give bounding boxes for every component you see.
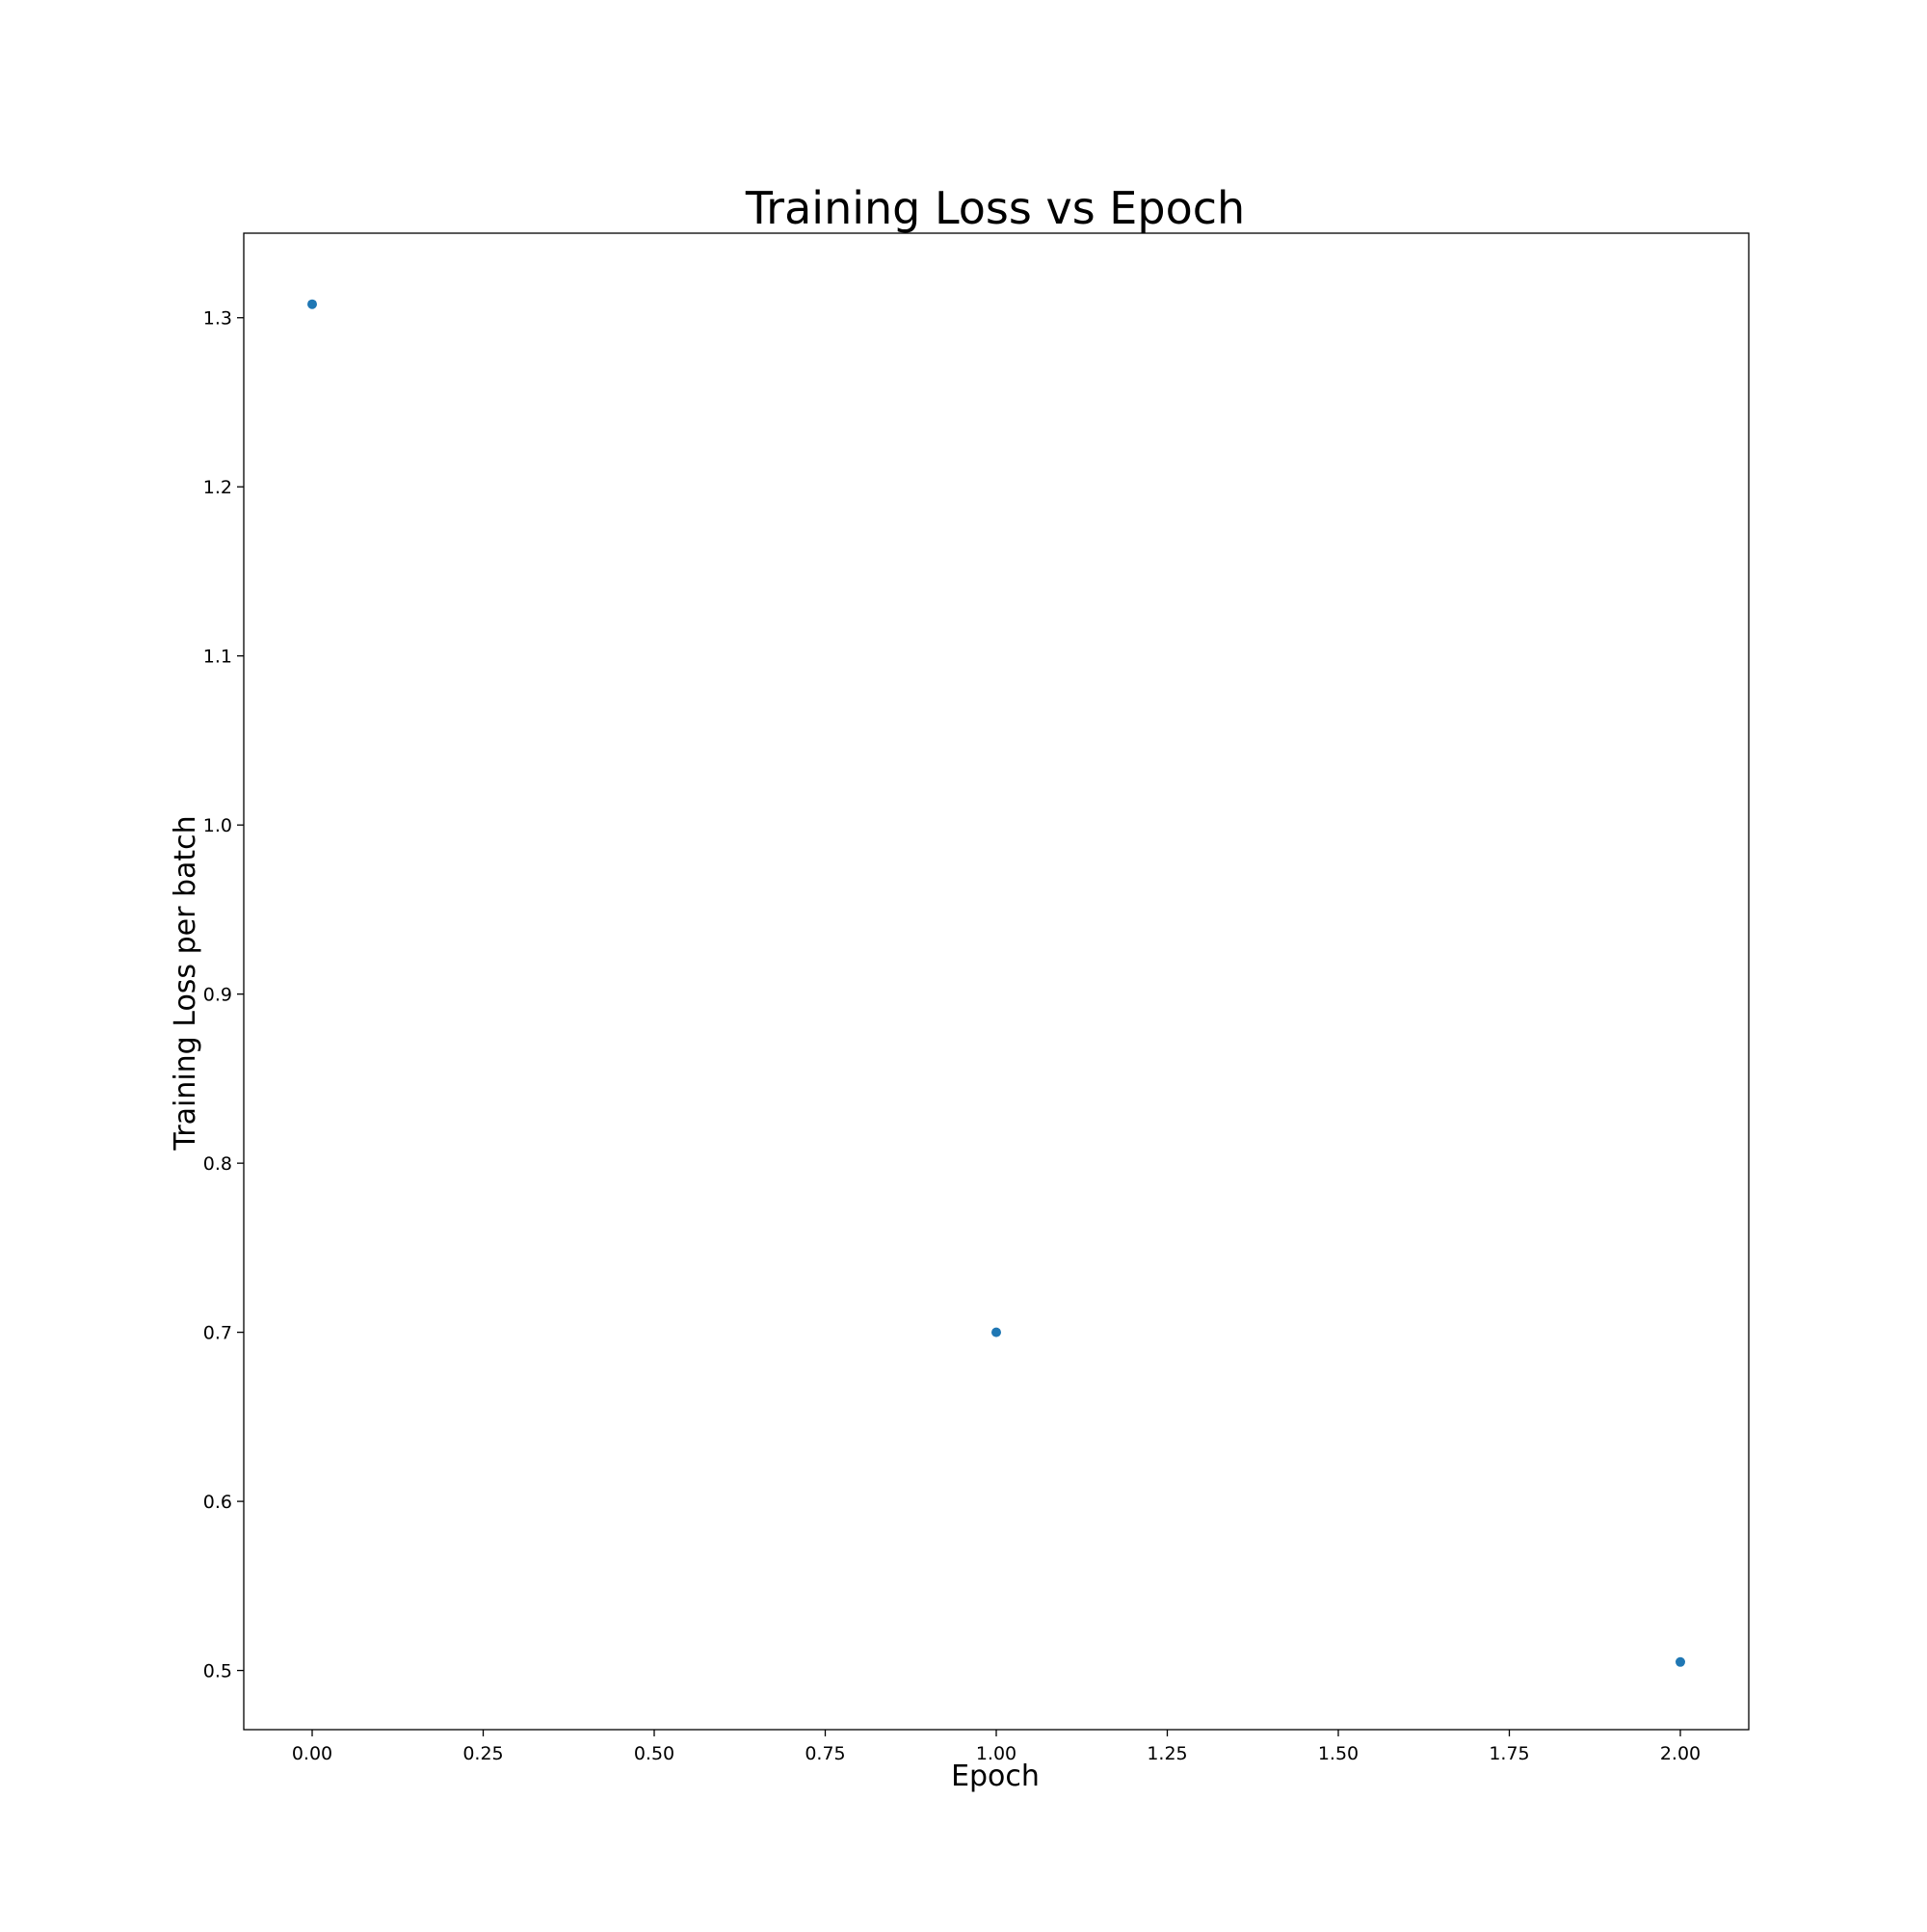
points-layer <box>307 299 1685 1667</box>
x-tick-label: 2.00 <box>1660 1743 1701 1764</box>
x-tick-label: 1.00 <box>976 1743 1016 1764</box>
y-tick-label: 1.2 <box>203 477 232 498</box>
x-tick-label: 0.00 <box>292 1743 332 1764</box>
y-axis-label: Training Loss per batch <box>169 815 202 1151</box>
y-tick-label: 1.0 <box>203 815 232 836</box>
y-tick-label: 0.7 <box>203 1323 232 1344</box>
x-axis-label: Epoch <box>951 1760 1040 1793</box>
y-tick-label: 0.6 <box>203 1492 232 1513</box>
y-tick-label: 0.5 <box>203 1661 232 1682</box>
y-tick-label: 0.9 <box>203 985 232 1006</box>
chart-title: Training Loss vs Epoch <box>745 182 1245 234</box>
x-tick-label: 0.75 <box>805 1743 845 1764</box>
x-tick-label: 1.25 <box>1147 1743 1187 1764</box>
data-point <box>991 1327 1001 1337</box>
x-tick-label: 0.25 <box>462 1743 503 1764</box>
data-point <box>307 299 317 309</box>
y-tick-label: 1.3 <box>203 308 232 330</box>
x-tick-label: 0.50 <box>634 1743 674 1764</box>
y-tick-label: 0.8 <box>203 1153 232 1175</box>
y-tick-label: 1.1 <box>203 647 232 668</box>
x-tick-label: 1.50 <box>1318 1743 1359 1764</box>
ticks-layer: 0.00 0.25 0.50 0.75 1.00 1.25 1.50 1.75 2.00 0.5 0… <box>203 308 1701 1764</box>
data-point <box>1676 1656 1685 1667</box>
x-tick-label: 1.75 <box>1489 1743 1529 1764</box>
plot-frame <box>243 232 1750 1731</box>
